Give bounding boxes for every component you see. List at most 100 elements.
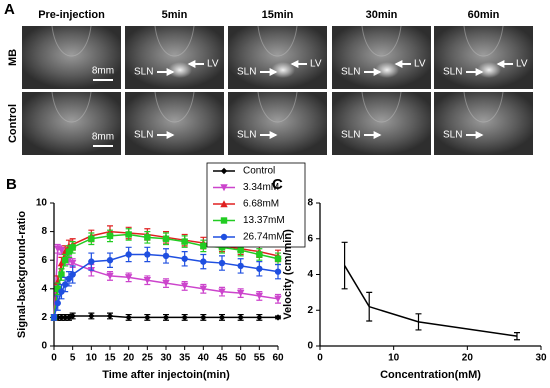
image bbox=[332, 92, 431, 155]
lv-signal bbox=[271, 62, 295, 78]
marker bbox=[274, 255, 282, 262]
panel-label: A bbox=[4, 1, 15, 18]
legend-label: Control bbox=[243, 166, 275, 177]
x-tick-label: 50 bbox=[235, 353, 247, 364]
marker bbox=[143, 277, 152, 284]
marker bbox=[144, 314, 151, 321]
marker bbox=[61, 281, 69, 288]
marker bbox=[69, 312, 76, 320]
marker bbox=[274, 268, 282, 275]
y-tick-label: 6 bbox=[307, 233, 313, 244]
marker bbox=[199, 285, 208, 293]
marker bbox=[106, 257, 114, 264]
marker bbox=[62, 314, 69, 321]
image bbox=[22, 26, 121, 89]
sln-label: SLN bbox=[237, 130, 256, 141]
image-detail bbox=[257, 91, 298, 123]
panel-label: C bbox=[272, 176, 283, 193]
lv-signal bbox=[375, 62, 399, 78]
image-detail bbox=[51, 91, 92, 123]
x-tick-label: 20 bbox=[123, 353, 135, 364]
marker bbox=[125, 314, 132, 321]
image bbox=[125, 92, 224, 155]
y-tick-label: 4 bbox=[307, 269, 313, 280]
x-axis-label: Time after injectoin(min) bbox=[102, 369, 230, 381]
lv-label: LV bbox=[414, 59, 426, 70]
y-axis-label: Velocity (cm/min) bbox=[282, 229, 294, 320]
panel-a: A Pre-injection 5min 15min 30min 60min MB 8mm LV… bbox=[4, 1, 533, 155]
line bbox=[343, 265, 518, 337]
chart: B 0 2 4 6 8 10 0 5 10 15 20 25 30 35 40 45 50 55 60 Time aft… bbox=[6, 162, 306, 381]
error-bar bbox=[341, 241, 348, 290]
marker bbox=[69, 271, 76, 278]
marker bbox=[50, 314, 58, 321]
y-tick-label: 8 bbox=[41, 226, 47, 237]
x-tick-label: 15 bbox=[104, 353, 116, 364]
marker bbox=[106, 272, 114, 280]
lv-label: LV bbox=[207, 59, 219, 70]
x-tick-label: 55 bbox=[254, 353, 266, 364]
y-axis-label: Signal-background-ratio bbox=[16, 211, 28, 338]
image bbox=[434, 26, 533, 89]
image-detail bbox=[257, 25, 298, 57]
error-bar bbox=[415, 313, 422, 331]
y-tick-label: 4 bbox=[41, 283, 47, 294]
x-tick-label: 5 bbox=[70, 353, 76, 364]
image-detail bbox=[51, 25, 92, 57]
column-header: 60min bbox=[468, 9, 500, 21]
lv-signal bbox=[477, 62, 501, 78]
sln-label: SLN bbox=[341, 130, 360, 141]
image-detail bbox=[154, 25, 195, 57]
legend-label: 26.74mM bbox=[243, 232, 285, 243]
scale-bar-label: 8mm bbox=[92, 66, 114, 77]
image-detail bbox=[463, 91, 504, 123]
x-tick-label: 45 bbox=[216, 353, 228, 364]
x-tick-label: 30 bbox=[160, 353, 172, 364]
marker bbox=[54, 299, 61, 307]
lv-label: LV bbox=[516, 59, 528, 70]
legend-marker bbox=[220, 167, 228, 175]
legend-marker bbox=[220, 184, 228, 192]
sln-label: SLN bbox=[341, 67, 360, 78]
marker bbox=[218, 314, 226, 321]
marker bbox=[124, 274, 133, 282]
x-tick-label: 60 bbox=[272, 353, 284, 364]
image bbox=[22, 92, 121, 155]
marker bbox=[162, 279, 170, 287]
x-tick-label: 10 bbox=[388, 353, 400, 364]
marker bbox=[256, 265, 263, 272]
image-detail bbox=[154, 91, 195, 123]
y-tick-label: 0 bbox=[41, 341, 47, 352]
x-tick-label: 25 bbox=[142, 353, 154, 364]
marker bbox=[68, 259, 77, 267]
marker bbox=[65, 248, 73, 255]
image bbox=[434, 92, 533, 155]
marker bbox=[58, 271, 65, 278]
marker bbox=[106, 232, 114, 240]
legend-marker bbox=[220, 200, 228, 208]
marker bbox=[256, 251, 263, 258]
x-tick-label: 0 bbox=[317, 353, 323, 364]
x-tick-label: 40 bbox=[198, 353, 210, 364]
marker bbox=[54, 285, 61, 292]
marker bbox=[144, 251, 151, 258]
y-tick-label: 0 bbox=[307, 341, 313, 352]
chart: C 0 2 4 6 8 0 10 20 30 Concentration(mM) Velocity (… bbox=[272, 176, 547, 381]
x-tick-label: 0 bbox=[51, 353, 57, 364]
scale-bar-label: 8mm bbox=[92, 132, 114, 143]
x-axis-label: Concentration(mM) bbox=[380, 369, 481, 381]
marker bbox=[200, 258, 207, 265]
legend-label: 6.68mM bbox=[243, 199, 279, 210]
marker bbox=[237, 246, 244, 254]
marker bbox=[144, 234, 151, 241]
lv-label: LV bbox=[310, 59, 322, 70]
error-bar bbox=[366, 291, 373, 322]
sln-label: SLN bbox=[134, 67, 153, 78]
y-tick-label: 6 bbox=[41, 255, 47, 266]
marker bbox=[88, 235, 95, 242]
y-tick-label: 2 bbox=[41, 312, 47, 323]
marker bbox=[237, 314, 244, 321]
marker bbox=[181, 314, 188, 321]
image-detail bbox=[361, 91, 402, 123]
